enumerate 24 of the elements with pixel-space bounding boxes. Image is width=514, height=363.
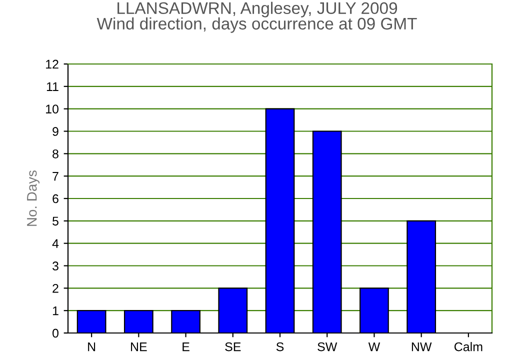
y-tick-label: 5 [52, 216, 58, 226]
y-tick-label: 11 [46, 82, 58, 91]
x-tick-label: Calm [454, 342, 482, 352]
y-tick-label: 10 [46, 104, 58, 114]
y-tick-label: 6 [52, 194, 58, 204]
y-axis-title: No. Days [27, 170, 40, 226]
y-tick-label: 4 [52, 239, 59, 248]
x-tick-label: SW [318, 342, 338, 352]
x-tick-label: E [182, 342, 190, 352]
y-tick-label: 7 [52, 172, 58, 181]
y-tick-label: 12 [46, 60, 58, 69]
chart-title: LLANSADWRN, Anglesey, JULY 2009 Wind direction, days occurrence at 09 GMT [96, 2, 417, 33]
y-tick-label: 9 [52, 127, 58, 136]
y-tick-label: 3 [52, 262, 58, 270]
y-tick-label: 8 [52, 149, 58, 158]
y-tick-label: 1 [52, 306, 58, 316]
y-tick-label: 2 [52, 284, 58, 293]
x-tick-label: S [276, 342, 284, 352]
x-tick-label: W [368, 342, 380, 352]
x-tick-label: N [88, 342, 96, 352]
x-tick-label: SE [225, 342, 241, 352]
y-tick-label: 0 [52, 328, 58, 338]
x-tick-label: NE [131, 342, 147, 352]
x-tick-label: NW [412, 342, 432, 352]
